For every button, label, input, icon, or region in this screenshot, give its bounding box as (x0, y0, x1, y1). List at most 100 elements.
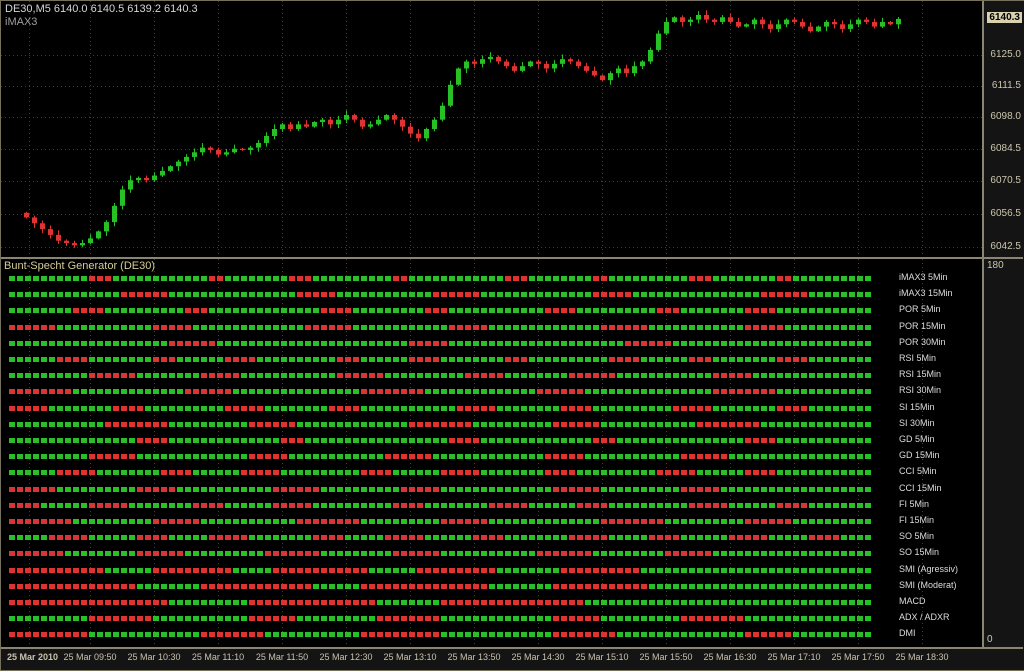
panel-separator[interactable] (1, 647, 1023, 649)
signal-run-green (777, 308, 873, 314)
signal-run-green (113, 276, 209, 281)
bull-candle (192, 152, 197, 157)
signal-run-green (441, 616, 553, 622)
signal-run-green (681, 535, 729, 541)
signal-run-red (273, 502, 313, 508)
signal-run-green (617, 438, 745, 443)
signal-run-red (689, 357, 713, 362)
bull-candle (432, 119, 437, 129)
signal-run-green (233, 567, 273, 573)
signal-row-label: FI 15Min (899, 515, 935, 525)
signal-run-red (57, 470, 97, 476)
signal-run-red (745, 308, 777, 314)
signal-run-red (9, 632, 89, 638)
signal-row-label: SO 15Min (899, 547, 940, 558)
signal-run-green (489, 519, 601, 524)
signal-row (9, 324, 873, 330)
signal-run-green (49, 405, 113, 411)
signal-run-green (193, 470, 241, 476)
signal-run-green (449, 308, 545, 314)
bear-candle (504, 61, 509, 67)
bear-candle (832, 21, 837, 25)
price-tick-label: 6111.5 (991, 79, 1021, 91)
bear-candle (360, 119, 365, 127)
signal-run-red (249, 616, 297, 622)
signal-run-red (713, 389, 777, 395)
signal-run-green (281, 470, 361, 476)
signal-run-red (209, 276, 225, 281)
indicator-axis[interactable]: 180 0 (984, 259, 1023, 647)
signal-run-green (841, 535, 873, 541)
signal-run-red (713, 373, 753, 379)
signal-run-green (209, 308, 321, 314)
signal-run-green (137, 373, 201, 379)
bear-candle (288, 124, 293, 129)
bull-candle (688, 19, 693, 22)
signal-run-green (321, 551, 393, 557)
signal-run-green (313, 502, 393, 508)
bull-candle (160, 170, 165, 176)
bull-candle (720, 17, 725, 22)
signal-run-red (545, 470, 577, 476)
signal-run-red (73, 308, 105, 314)
signal-run-red (273, 567, 369, 573)
signal-run-red (561, 405, 593, 411)
signal-run-red (449, 438, 481, 443)
signal-run-green (577, 470, 657, 476)
signal-run-red (113, 405, 145, 411)
signal-run-green (129, 502, 193, 508)
bull-candle (440, 105, 445, 120)
signal-run-red (193, 502, 225, 508)
signal-run-red (377, 616, 441, 622)
signal-run-red (321, 308, 353, 314)
indicator-axis-max: 180 (987, 260, 1004, 271)
signal-run-red (361, 583, 489, 589)
signal-run-red (745, 438, 777, 443)
candlestick-chart (1, 1, 982, 257)
time-axis[interactable]: 25 Mar 2010 25 Mar 09:50 25 Mar 10:30 25 Ma… (1, 649, 1023, 668)
signal-run-green (9, 308, 73, 314)
signal-run-green (9, 438, 137, 443)
signal-run-green (633, 292, 761, 298)
signal-run-green (305, 438, 449, 443)
price-axis[interactable]: 6125.0 6111.5 6098.0 6084.5 6070.5 6056.5 6042… (984, 1, 1023, 257)
indicator-panel[interactable]: Bunt-Specht Generator (DE30) iMAX3 5Min i… (1, 259, 982, 647)
signal-run-green (593, 405, 673, 411)
signal-row-label: CCI 5Min (899, 466, 937, 477)
bull-candle (696, 14, 701, 20)
bull-candle (128, 180, 133, 190)
signal-row (9, 535, 873, 541)
price-chart-panel[interactable]: DE30,M5 6140.0 6140.5 6139.2 6140.3 iMAX… (1, 1, 982, 257)
signal-run-red (249, 600, 377, 605)
bear-candle (544, 63, 549, 69)
signal-run-red (265, 551, 321, 557)
signal-run-green (9, 357, 57, 362)
signal-run-green (169, 421, 249, 427)
bull-candle (896, 18, 901, 25)
panel-separator[interactable] (1, 257, 1023, 259)
signal-row (9, 405, 873, 411)
signal-run-red (137, 535, 169, 541)
signal-run-red (305, 324, 353, 330)
signal-run-green (353, 324, 449, 330)
bull-candle (120, 189, 125, 206)
signal-row-label: DMI (899, 628, 916, 639)
signal-run-red (393, 502, 425, 508)
signal-run-green (361, 519, 441, 524)
signal-run-red (601, 324, 649, 330)
time-tick-label: 25 Mar 14:30 (511, 652, 565, 662)
signal-run-red (745, 470, 777, 476)
signal-run-green (473, 421, 553, 427)
signal-run-red (441, 470, 481, 476)
bear-candle (496, 56, 501, 62)
signal-run-green (713, 276, 777, 281)
signal-row-label: ADX / ADXR (899, 612, 950, 623)
bull-candle (664, 21, 669, 34)
chart-indicator-overlay: iMAX3 (5, 16, 38, 28)
signal-run-red (577, 502, 609, 508)
signal-run-green (257, 357, 337, 362)
signal-run-red (49, 535, 89, 541)
signal-run-green (809, 502, 873, 508)
signal-run-green (265, 632, 361, 638)
bull-candle (816, 26, 821, 32)
